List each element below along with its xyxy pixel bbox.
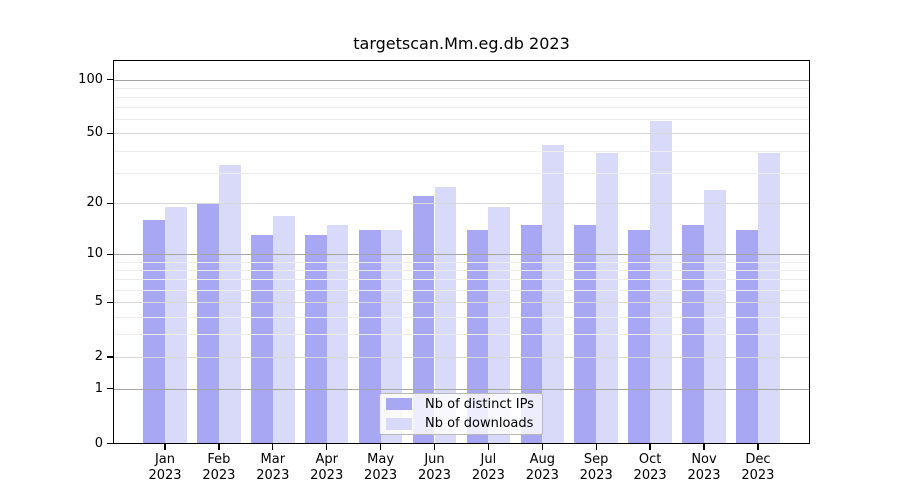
y-tick-label-20: 20 [86, 195, 103, 211]
gridline-20 [113, 203, 810, 205]
x-tick-jul [487, 443, 490, 450]
x-tick-label-nov: Nov 2023 [687, 451, 721, 484]
bar-nb-of-distinct-ips-mar [251, 235, 273, 444]
x-tick-label-apr: Apr 2023 [310, 451, 344, 484]
x-tick-oct [649, 443, 651, 450]
bar-nb-of-downloads-feb [218, 165, 241, 444]
y-tick-5 [106, 301, 113, 303]
y-tick-0 [106, 442, 113, 445]
x-tick-sep [595, 443, 597, 450]
bar-nb-of-distinct-ips-feb [197, 203, 219, 444]
bar-nb-of-distinct-ips-jun [412, 196, 435, 444]
gridline-60 [113, 119, 810, 121]
legend-item-downloads: Nb of downloads [386, 415, 542, 433]
y-tick-20 [106, 202, 113, 205]
gridline-10 [113, 254, 810, 256]
y-tick-label-1: 1 [94, 380, 103, 396]
bar-nb-of-downloads-aug [542, 145, 565, 444]
gridline-100 [113, 79, 810, 81]
gridline-50 [113, 133, 810, 135]
y-tick-label-2: 2 [94, 348, 103, 364]
bar-nb-of-downloads-oct [650, 120, 672, 444]
x-tick-dec [757, 443, 759, 450]
bar-nb-of-downloads-mar [272, 215, 295, 444]
x-tick-label-may: May 2023 [364, 451, 398, 484]
y-tick-1 [106, 388, 113, 390]
legend-item-distinct-ips: Nb of distinct IPs [386, 395, 542, 413]
y-tick-label-10: 10 [86, 246, 103, 262]
bar-nb-of-downloads-jul [488, 207, 511, 444]
x-tick-nov [703, 443, 705, 450]
bar-nb-of-downloads-sep [596, 152, 618, 444]
bar-nb-of-downloads-dec [757, 152, 780, 444]
gridline-9 [113, 261, 810, 263]
bar-nb-of-distinct-ips-oct [628, 229, 651, 444]
x-tick-label-dec: Dec 2023 [741, 451, 775, 484]
x-tick-aug [541, 443, 543, 450]
bar-nb-of-downloads-nov [704, 189, 726, 444]
y-tick-2 [106, 356, 113, 358]
gridline-6 [113, 290, 810, 292]
y-tick-10 [106, 253, 113, 256]
gridline-1 [113, 388, 810, 390]
bar-nb-of-downloads-jun [434, 186, 457, 444]
x-tick-label-sep: Sep 2023 [579, 451, 613, 484]
y-tick-label-100: 100 [78, 71, 103, 87]
legend: Nb of distinct IPs Nb of downloads [379, 393, 543, 435]
x-tick-mar [272, 443, 274, 450]
gridline-80 [113, 96, 810, 98]
bar-nb-of-distinct-ips-jan [143, 220, 165, 444]
x-tick-label-jul: Jul 2023 [471, 451, 505, 484]
gridline-90 [113, 87, 810, 89]
gridline-30 [113, 172, 810, 174]
y-tick-50 [106, 132, 113, 135]
x-tick-label-mar: Mar 2023 [256, 451, 290, 484]
gridline-5 [113, 302, 810, 304]
x-tick-apr [326, 443, 328, 450]
legend-swatch-distinct-ips [386, 398, 412, 411]
bar-nb-of-distinct-ips-apr [304, 235, 327, 444]
bar-nb-of-downloads-jan [165, 207, 187, 444]
bar-nb-of-distinct-ips-jul [466, 229, 489, 444]
x-tick-may [379, 443, 382, 450]
bar-nb-of-downloads-may [380, 229, 403, 444]
x-tick-label-jun: Jun 2023 [417, 451, 452, 484]
gridline-7 [113, 279, 810, 281]
chart-title: targetscan.Mm.eg.db 2023 [353, 34, 570, 53]
legend-label-downloads: Nb of downloads [425, 416, 534, 432]
bar-nb-of-distinct-ips-dec [736, 229, 758, 444]
gridline-3 [113, 334, 810, 336]
x-tick-feb [218, 443, 220, 450]
x-tick-label-feb: Feb 2023 [202, 451, 236, 484]
legend-swatch-downloads [386, 417, 412, 430]
x-tick-label-aug: Aug 2023 [525, 451, 559, 484]
x-tick-jan [164, 443, 166, 450]
gridline-8 [113, 270, 810, 272]
gridline-2 [113, 356, 810, 358]
y-tick-label-0: 0 [94, 435, 103, 451]
y-tick-100 [106, 78, 113, 81]
x-tick-label-oct: Oct 2023 [633, 451, 667, 484]
legend-label-distinct-ips: Nb of distinct IPs [425, 396, 534, 412]
bar-nb-of-distinct-ips-may [358, 229, 381, 444]
gridline-70 [113, 107, 810, 109]
y-tick-label-5: 5 [94, 294, 103, 310]
gridline-40 [113, 150, 810, 152]
x-tick-label-jan: Jan 2023 [148, 451, 182, 484]
y-tick-label-50: 50 [86, 125, 103, 141]
gridline-4 [113, 316, 810, 318]
x-tick-jun [433, 443, 436, 450]
